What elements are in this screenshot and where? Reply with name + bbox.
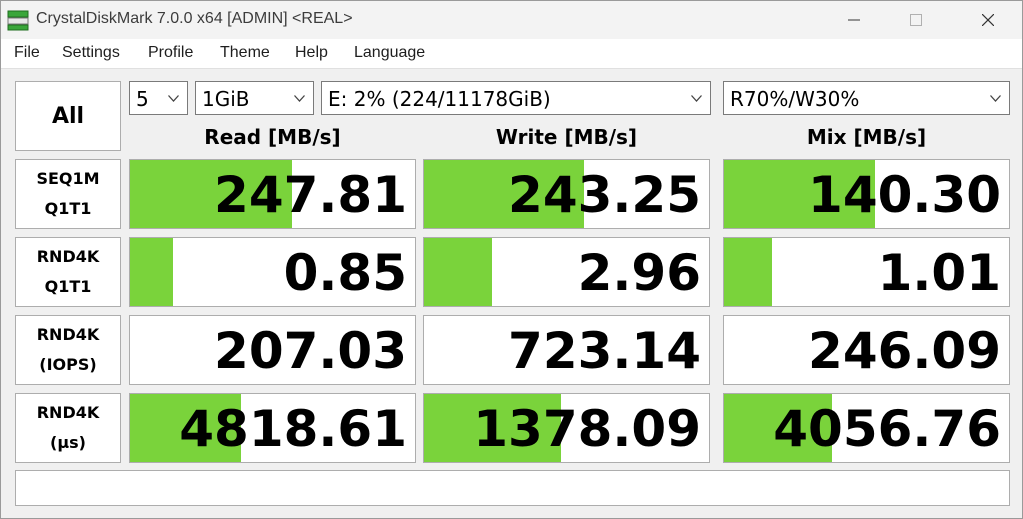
test-count-select[interactable]: 5 <box>129 81 188 115</box>
test-size-select[interactable]: 1GiB <box>195 81 314 115</box>
chevron-down-icon <box>990 95 1001 102</box>
close-icon <box>982 14 994 26</box>
chevron-down-icon <box>294 95 305 102</box>
title-bar[interactable]: CrystalDiskMark 7.0.0 x64 [ADMIN] <REAL> <box>1 1 1022 39</box>
result-bar <box>424 394 561 462</box>
seq1m-q1t1-button[interactable]: SEQ1M Q1T1 <box>15 159 121 229</box>
drive-value: E: 2% (224/11178GiB) <box>328 87 551 111</box>
window-title: CrystalDiskMark 7.0.0 x64 [ADMIN] <REAL> <box>36 10 353 27</box>
result-value: 246.09 <box>808 322 1001 380</box>
rnd4k-iops-button[interactable]: RND4K (IOPS) <box>15 315 121 385</box>
mix-ratio-value: R70%/W30% <box>730 87 860 111</box>
rnd4k-mix-result: 1.01 <box>723 237 1010 307</box>
result-bar <box>130 238 173 306</box>
menu-file[interactable]: File <box>14 44 40 61</box>
result-bar <box>130 160 293 228</box>
test-count-value: 5 <box>136 87 149 111</box>
result-value: 0.85 <box>283 244 407 302</box>
result-bar <box>424 160 584 228</box>
row-label-line2: (µs) <box>50 433 86 452</box>
maximize-icon <box>910 14 922 26</box>
chevron-down-icon <box>691 95 702 102</box>
rnd4k-iops-write-result: 723.14 <box>423 315 710 385</box>
row-label-line2: (IOPS) <box>39 355 97 374</box>
rnd4k-latency-read-result: 4818.61 <box>129 393 416 463</box>
rnd4k-latency-write-result: 1378.09 <box>423 393 710 463</box>
row-label-line1: RND4K <box>36 247 100 266</box>
row-label-line2: Q1T1 <box>44 199 92 218</box>
maximize-button[interactable] <box>893 1 939 39</box>
result-bar <box>724 238 773 306</box>
result-value: 723.14 <box>508 322 701 380</box>
rnd4k-write-result: 2.96 <box>423 237 710 307</box>
result-value: 207.03 <box>214 322 407 380</box>
comment-input[interactable] <box>15 470 1010 506</box>
drive-select[interactable]: E: 2% (224/11178GiB) <box>321 81 711 115</box>
seq1m-mix-result: 140.30 <box>723 159 1010 229</box>
result-value: 1.01 <box>877 244 1001 302</box>
menu-settings[interactable]: Settings <box>62 44 120 61</box>
close-button[interactable] <box>965 1 1011 39</box>
rnd4k-read-result: 0.85 <box>129 237 416 307</box>
result-value: 1378.09 <box>473 400 701 458</box>
result-bar <box>130 394 242 462</box>
result-bar <box>724 160 876 228</box>
result-value: 4818.61 <box>179 400 407 458</box>
write-column-header: Write [MB/s] <box>495 125 638 149</box>
chevron-down-icon <box>168 95 179 102</box>
seq1m-read-result: 247.81 <box>129 159 416 229</box>
menu-bar: File Settings Profile Theme Help Languag… <box>1 39 1022 68</box>
menu-divider <box>1 68 1022 69</box>
menu-profile[interactable]: Profile <box>148 44 194 61</box>
rnd4k-iops-read-result: 207.03 <box>129 315 416 385</box>
test-size-value: 1GiB <box>202 87 250 111</box>
result-value: 2.96 <box>577 244 701 302</box>
row-label-line1: RND4K <box>36 325 100 344</box>
row-label-line1: SEQ1M <box>36 169 100 188</box>
result-value: 4056.76 <box>773 400 1001 458</box>
rnd4k-iops-mix-result: 246.09 <box>723 315 1010 385</box>
row-label-line1: RND4K <box>36 403 100 422</box>
row-label-line2: Q1T1 <box>44 277 92 296</box>
result-value: 140.30 <box>808 166 1001 224</box>
result-bar <box>724 394 833 462</box>
mix-column-header: Mix [MB/s] <box>806 125 927 149</box>
mix-ratio-select[interactable]: R70%/W30% <box>723 81 1010 115</box>
rnd4k-latency-mix-result: 4056.76 <box>723 393 1010 463</box>
menu-theme[interactable]: Theme <box>220 44 270 61</box>
seq1m-write-result: 243.25 <box>423 159 710 229</box>
result-value: 247.81 <box>214 166 407 224</box>
menu-help[interactable]: Help <box>295 44 328 61</box>
rnd4k-latency-button[interactable]: RND4K (µs) <box>15 393 121 463</box>
minimize-button[interactable] <box>831 1 877 39</box>
all-button[interactable]: All <box>15 81 121 151</box>
read-column-header: Read [MB/s] <box>204 125 341 149</box>
crystaldiskmark-icon <box>7 10 29 31</box>
result-value: 243.25 <box>508 166 701 224</box>
menu-language[interactable]: Language <box>354 44 426 61</box>
minimize-icon <box>848 19 860 21</box>
rnd4k-q1t1-button[interactable]: RND4K Q1T1 <box>15 237 121 307</box>
result-bar <box>424 238 493 306</box>
